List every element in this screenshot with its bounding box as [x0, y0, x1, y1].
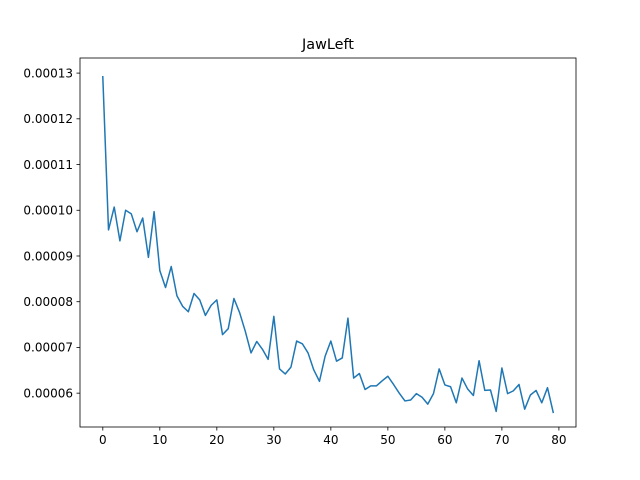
x-tick-label: 0	[99, 433, 107, 447]
series-line	[102, 75, 555, 414]
x-tick-label: 60	[437, 433, 452, 447]
x-tick-label: 20	[209, 433, 224, 447]
plot-frame	[79, 57, 577, 428]
y-tick-label: 0.00012	[23, 112, 73, 126]
y-tick-label: 0.00006	[23, 386, 73, 400]
chart-title: JawLeft	[301, 37, 354, 53]
x-tick-label: 70	[494, 433, 509, 447]
x-tick-label: 80	[551, 433, 566, 447]
y-tick-label: 0.00013	[23, 66, 73, 80]
x-axis: 0 10 20 30 40 50 60 70 80	[99, 427, 567, 447]
x-tick-label: 50	[380, 433, 395, 447]
y-tick-label: 0.00009	[23, 249, 73, 263]
y-axis: 0.00006 0.00007 0.00008 0.00009 0.00010 0.000…	[23, 66, 80, 400]
y-tick-label: 0.00010	[23, 204, 73, 218]
y-tick-label: 0.00008	[23, 295, 73, 309]
x-tick-label: 40	[323, 433, 338, 447]
x-tick-label: 10	[152, 433, 167, 447]
x-tick-label: 30	[266, 433, 281, 447]
y-tick-label: 0.00007	[23, 341, 73, 355]
y-tick-label: 0.00011	[23, 158, 73, 172]
